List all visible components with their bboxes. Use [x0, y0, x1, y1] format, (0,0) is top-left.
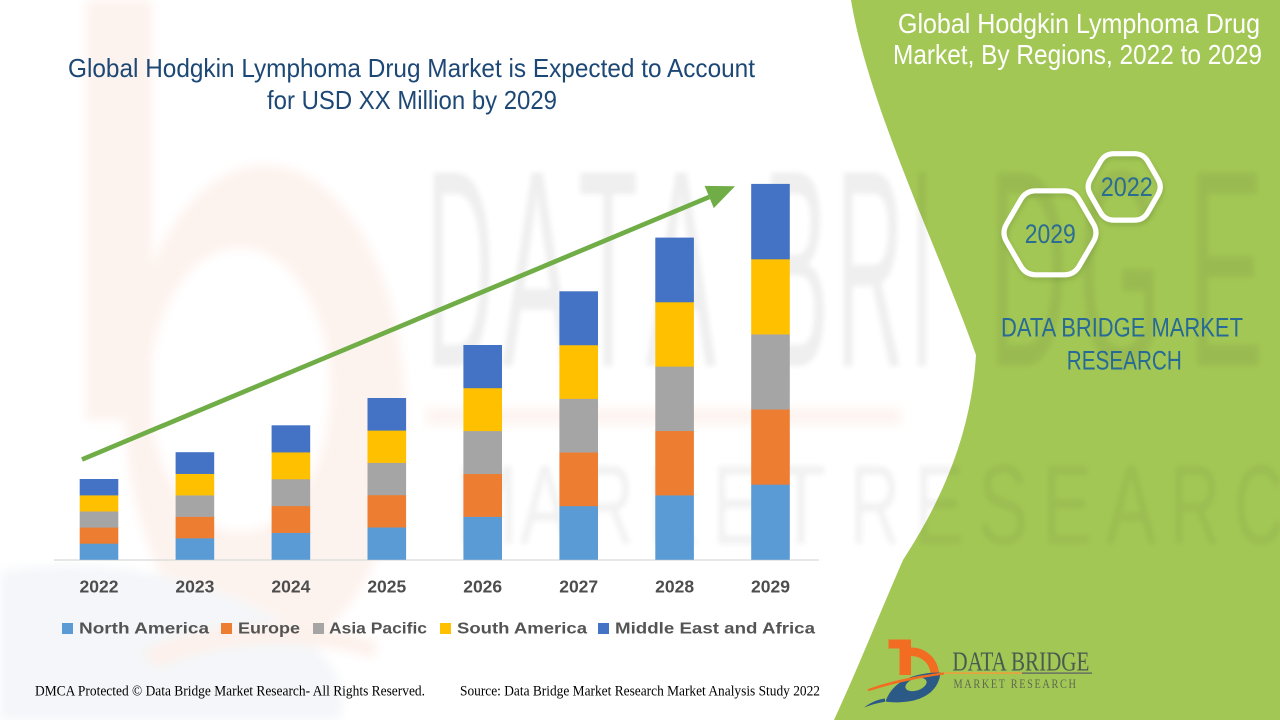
svg-text:2029: 2029 [751, 577, 790, 597]
svg-text:S: S [978, 442, 1028, 568]
svg-text:Middle East and Africa: Middle East and Africa [615, 621, 815, 638]
svg-text:RESEARCH: RESEARCH [1067, 346, 1182, 376]
svg-text:E: E [1188, 112, 1264, 426]
svg-text:Global Hodgkin Lymphoma Drug: Global Hodgkin Lymphoma Drug [898, 8, 1260, 39]
svg-text:DMCA Protected © Data Bridge M: DMCA Protected © Data Bridge Market Rese… [35, 684, 425, 700]
svg-text:2026: 2026 [463, 577, 502, 597]
svg-text:R: R [1170, 442, 1220, 568]
svg-text:MARKET RESEARCH: MARKET RESEARCH [954, 677, 1078, 691]
svg-text:Europe: Europe [238, 621, 300, 638]
svg-text:2027: 2027 [559, 577, 598, 597]
svg-text:A: A [1106, 442, 1156, 568]
svg-text:E: E [914, 442, 964, 568]
svg-text:Global Hodgkin Lymphoma Drug M: Global Hodgkin Lymphoma Drug Market is E… [68, 53, 756, 83]
svg-text:South America: South America [457, 621, 587, 638]
svg-text:D: D [988, 112, 1068, 426]
svg-text:C: C [1234, 442, 1280, 568]
svg-text:for USD XX Million by 2029: for USD XX Million by 2029 [267, 85, 557, 115]
svg-text:DATA BRIDGE: DATA BRIDGE [952, 647, 1089, 677]
svg-text:2025: 2025 [367, 577, 406, 597]
svg-text:I: I [910, 112, 934, 426]
svg-text:2024: 2024 [271, 577, 310, 597]
svg-text:North America: North America [79, 621, 209, 638]
svg-text:Asia Pacific: Asia Pacific [329, 621, 427, 638]
svg-text:R: R [850, 442, 900, 568]
svg-text:Market, By Regions, 2022 to 20: Market, By Regions, 2022 to 2029 [893, 39, 1262, 70]
svg-text:2022: 2022 [1101, 172, 1153, 202]
svg-text:2028: 2028 [655, 577, 694, 597]
svg-text:2022: 2022 [80, 577, 119, 597]
svg-text:Source: Data Bridge Market Res: Source: Data Bridge Market Research Mark… [460, 684, 820, 700]
svg-text:2029: 2029 [1025, 219, 1076, 249]
svg-text:DATA BRIDGE MARKET: DATA BRIDGE MARKET [1001, 313, 1243, 343]
svg-text:2023: 2023 [175, 577, 214, 597]
svg-text:E: E [1042, 442, 1092, 568]
svg-text:R: R [836, 112, 904, 426]
